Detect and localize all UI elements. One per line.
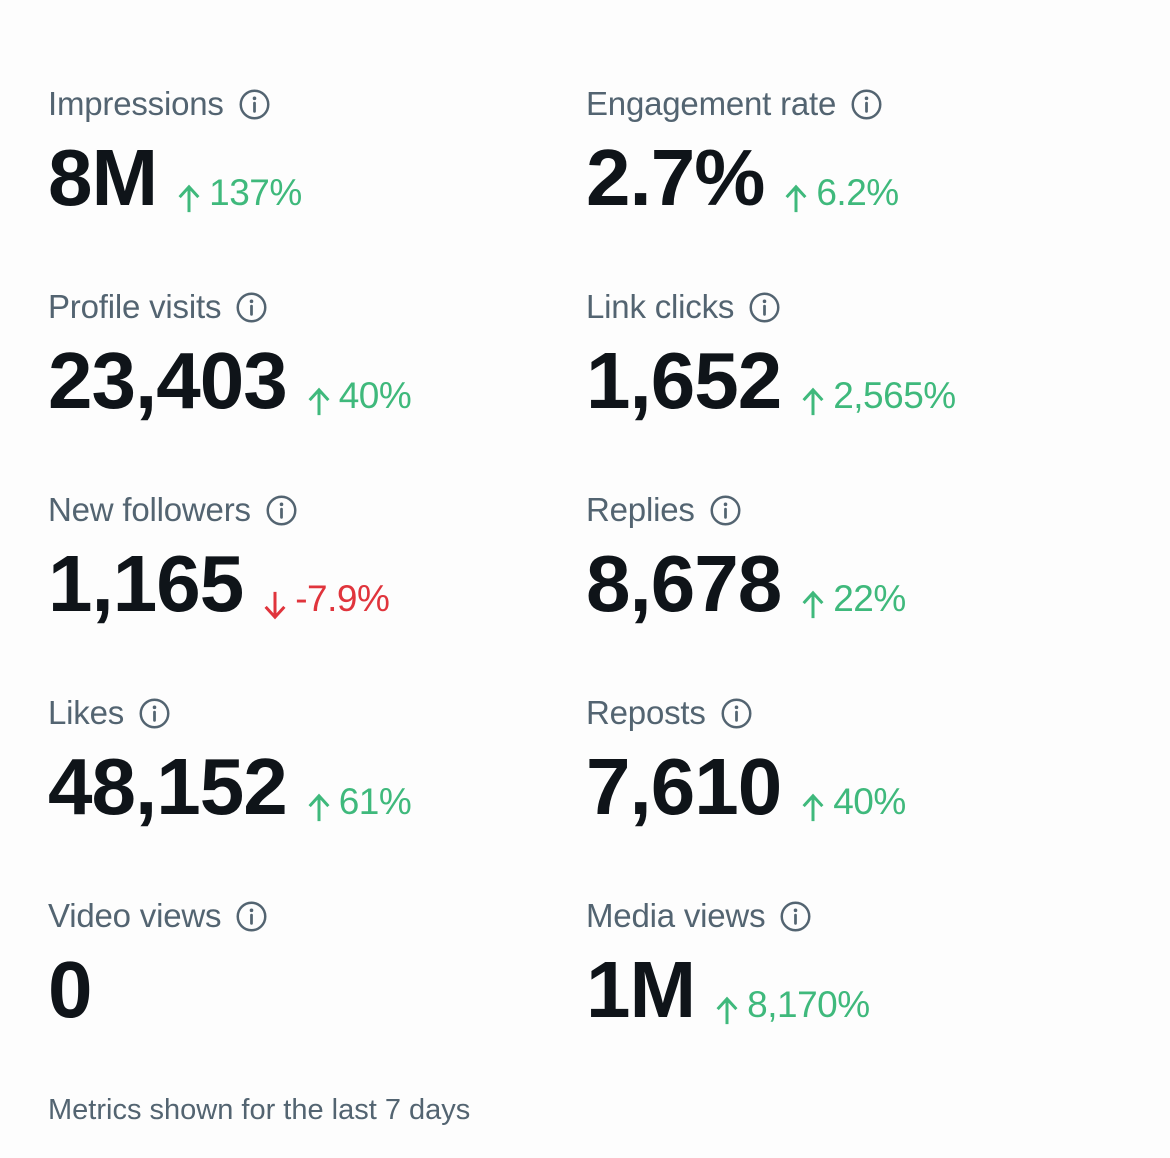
metric-value-row: 8M 137% (48, 134, 586, 222)
metric-label: Engagement rate (586, 85, 837, 122)
metric-video-views: Video views 0 (48, 894, 586, 1097)
metric-value-row: 0 (48, 946, 586, 1034)
metric-value: 1,652 (586, 336, 782, 425)
info-circle-icon[interactable] (709, 494, 742, 527)
metric-label: Media views (586, 897, 766, 934)
metric-new-followers: New followers 1,165 -7.9% (48, 488, 586, 691)
info-circle-icon[interactable] (265, 494, 298, 527)
metric-value: 1,165 (48, 539, 244, 628)
metric-change: 61% (307, 781, 412, 823)
info-circle-icon[interactable] (238, 88, 271, 121)
metric-reposts: Reposts 7,610 40% (586, 691, 1126, 894)
metric-profile-visits: Profile visits 23,403 40% (48, 285, 586, 488)
metric-value-row: 7,610 40% (586, 743, 1126, 831)
metric-value-row: 23,403 40% (48, 337, 586, 425)
metric-value-row: 1M 8,170% (586, 946, 1126, 1034)
metric-impressions: Impressions 8M 137% (48, 82, 586, 285)
metric-label-row: Engagement rate (586, 82, 1126, 126)
info-circle-icon[interactable] (235, 291, 268, 324)
metric-change-value: 6.2% (816, 172, 899, 213)
arrow-down-icon (263, 590, 287, 620)
metric-change-value: 61% (338, 781, 412, 822)
metric-value: 0 (48, 945, 92, 1034)
metric-label-row: Likes (48, 691, 586, 735)
metric-replies: Replies 8,678 22% (586, 488, 1126, 691)
info-circle-icon[interactable] (235, 900, 268, 933)
metric-label: New followers (48, 491, 251, 528)
info-circle-icon[interactable] (138, 697, 171, 730)
metric-label-row: Impressions (48, 82, 586, 126)
info-circle-icon[interactable] (850, 88, 883, 121)
metric-change: 22% (801, 578, 906, 620)
arrow-up-icon (801, 590, 825, 620)
info-circle-icon[interactable] (748, 291, 781, 324)
arrow-up-icon (177, 184, 201, 214)
metric-change: 2,565% (801, 375, 956, 417)
arrow-up-icon (307, 387, 331, 417)
metric-change: 6.2% (784, 172, 899, 214)
metric-label-row: Reposts (586, 691, 1126, 735)
metric-value-row: 2.7% 6.2% (586, 134, 1126, 222)
metrics-grid: Impressions 8M 137% Engagement rate 2.7% (48, 82, 1128, 1097)
metric-change: 137% (177, 172, 302, 214)
arrow-up-icon (307, 793, 331, 823)
metric-value-row: 1,652 2,565% (586, 337, 1126, 425)
metric-change-value: 40% (833, 781, 906, 822)
metric-change: 8,170% (715, 984, 870, 1026)
metric-label: Likes (48, 694, 125, 731)
metric-value: 8M (48, 133, 158, 222)
metric-value: 7,610 (586, 742, 782, 831)
metric-value: 48,152 (48, 742, 288, 831)
metric-label: Video views (48, 897, 222, 934)
metric-label-row: New followers (48, 488, 586, 532)
metric-label: Impressions (48, 85, 224, 122)
arrow-up-icon (801, 387, 825, 417)
metric-value-row: 1,165 -7.9% (48, 540, 586, 628)
metric-change-value: 22% (833, 578, 906, 619)
metric-change: -7.9% (263, 578, 390, 620)
metric-label-row: Video views (48, 894, 586, 938)
arrow-up-icon (715, 996, 739, 1026)
metric-change-value: 2,565% (833, 375, 956, 416)
metric-label: Reposts (586, 694, 706, 731)
metric-change: 40% (307, 375, 412, 417)
metric-change-value: 40% (338, 375, 412, 416)
metric-label-row: Profile visits (48, 285, 586, 329)
metric-change-value: 137% (209, 172, 302, 213)
metric-label: Replies (586, 491, 695, 528)
metric-value: 23,403 (48, 336, 288, 425)
metric-value-row: 8,678 22% (586, 540, 1126, 628)
metric-value: 8,678 (586, 539, 782, 628)
info-circle-icon[interactable] (720, 697, 753, 730)
metrics-period-note: Metrics shown for the last 7 days (48, 1094, 471, 1126)
metric-change-value: 8,170% (747, 984, 870, 1025)
info-circle-icon[interactable] (779, 900, 812, 933)
metric-label-row: Link clicks (586, 285, 1126, 329)
metric-value: 2.7% (586, 133, 765, 222)
arrow-up-icon (784, 184, 808, 214)
metric-label-row: Replies (586, 488, 1126, 532)
metric-engagement-rate: Engagement rate 2.7% 6.2% (586, 82, 1126, 285)
metric-change-value: -7.9% (295, 578, 390, 619)
metric-value-row: 48,152 61% (48, 743, 586, 831)
metric-value: 1M (586, 945, 696, 1034)
arrow-up-icon (801, 793, 825, 823)
metric-change: 40% (801, 781, 906, 823)
metric-label: Profile visits (48, 288, 222, 325)
metric-link-clicks: Link clicks 1,652 2,565% (586, 285, 1126, 488)
metric-media-views: Media views 1M 8,170% (586, 894, 1126, 1097)
metric-label-row: Media views (586, 894, 1126, 938)
metric-likes: Likes 48,152 61% (48, 691, 586, 894)
metric-label: Link clicks (586, 288, 735, 325)
